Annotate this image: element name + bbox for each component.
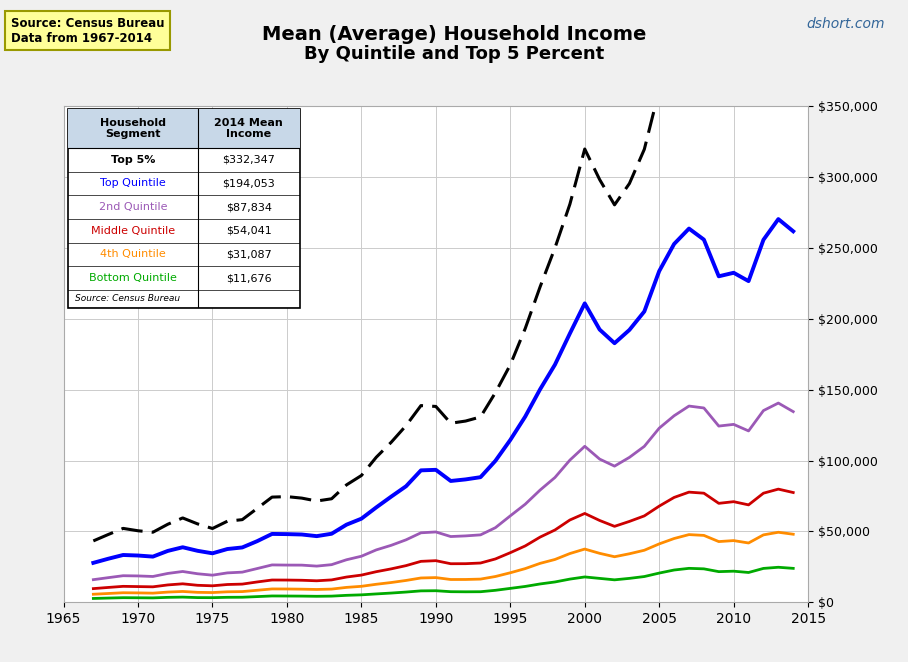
Text: Bottom Quintile: Bottom Quintile	[89, 273, 177, 283]
FancyBboxPatch shape	[68, 109, 300, 148]
Text: $31,087: $31,087	[226, 250, 271, 260]
Text: Middle Quintile: Middle Quintile	[91, 226, 175, 236]
Text: Source: Census Bureau: Source: Census Bureau	[75, 295, 180, 303]
Text: Household
Segment: Household Segment	[100, 118, 166, 140]
Text: 2014 Mean
Income: 2014 Mean Income	[214, 118, 283, 140]
Text: $87,834: $87,834	[226, 202, 271, 212]
Text: $194,053: $194,053	[222, 179, 275, 189]
Text: Mean (Average) Household Income: Mean (Average) Household Income	[262, 25, 646, 44]
FancyBboxPatch shape	[68, 109, 300, 308]
Text: 2nd Quintile: 2nd Quintile	[99, 202, 167, 212]
Text: Top Quintile: Top Quintile	[100, 179, 166, 189]
Text: By Quintile and Top 5 Percent: By Quintile and Top 5 Percent	[304, 45, 604, 63]
Text: dshort.com: dshort.com	[807, 17, 885, 30]
Text: 4th Quintile: 4th Quintile	[100, 250, 166, 260]
Text: $332,347: $332,347	[222, 155, 275, 165]
Text: Top 5%: Top 5%	[111, 155, 155, 165]
Text: $54,041: $54,041	[226, 226, 271, 236]
Text: $11,676: $11,676	[226, 273, 271, 283]
Text: Source: Census Bureau
Data from 1967-2014: Source: Census Bureau Data from 1967-201…	[11, 17, 164, 44]
